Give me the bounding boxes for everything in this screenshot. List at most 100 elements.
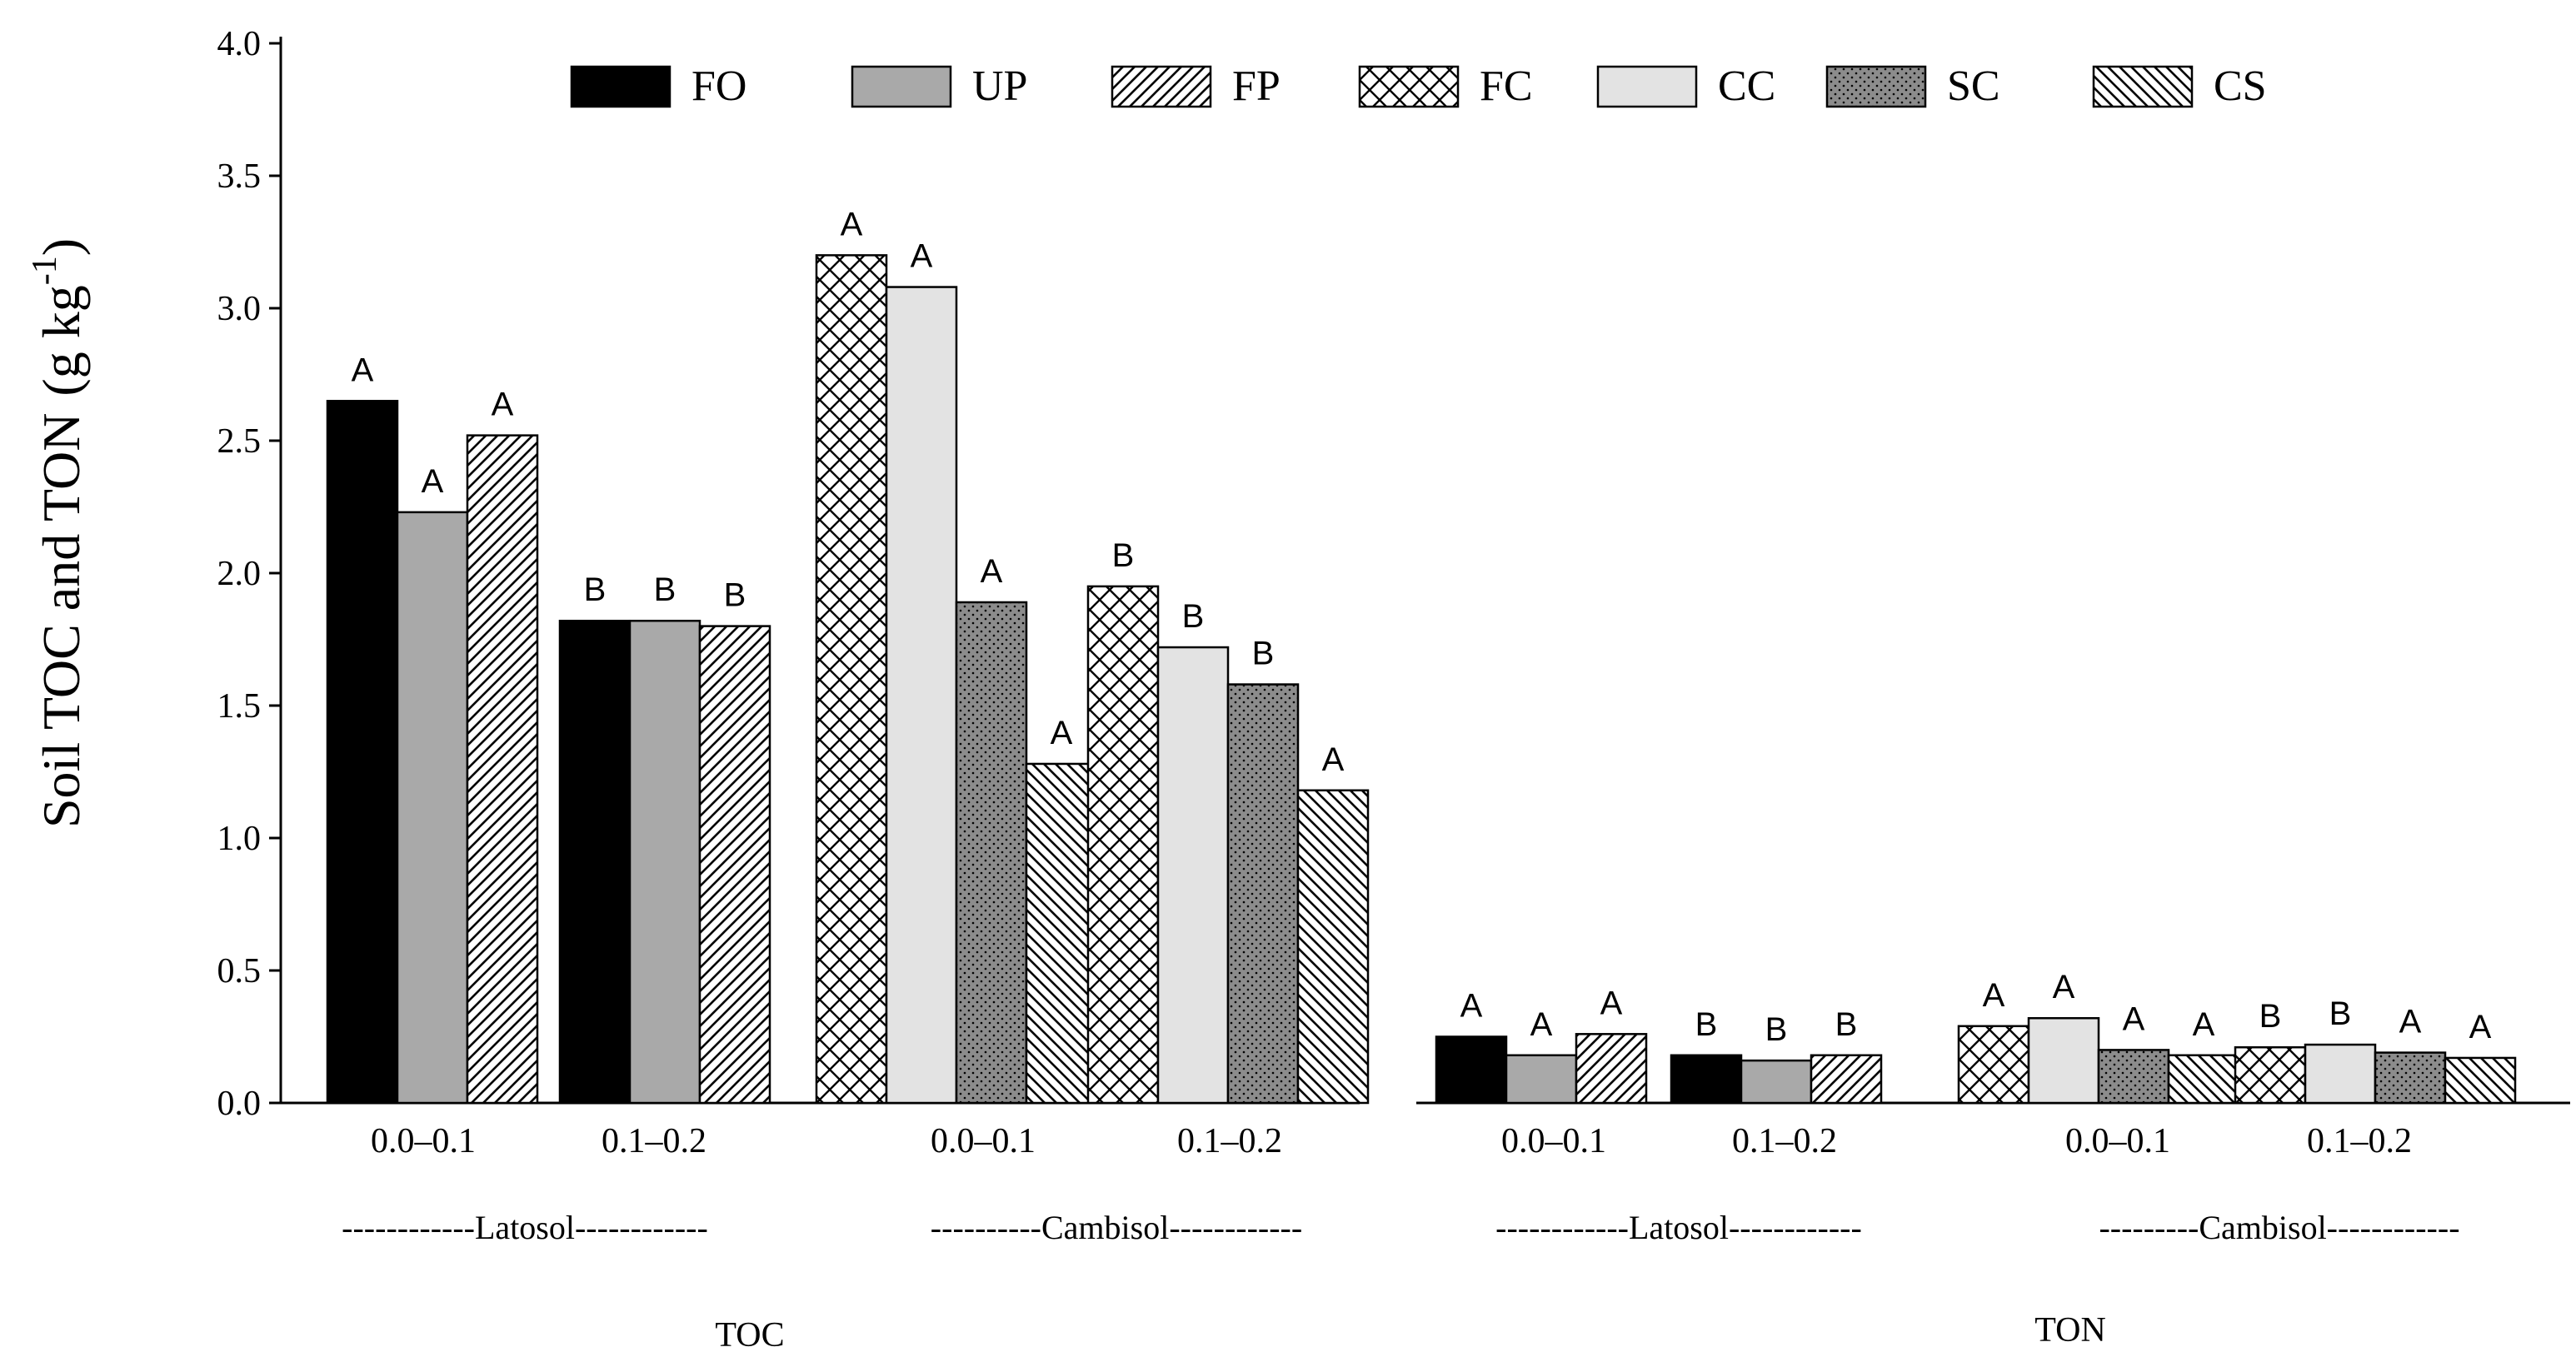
bar-fc: [2234, 1045, 2307, 1105]
significance-letter: A: [911, 238, 933, 275]
bar-up: [628, 619, 701, 1105]
significance-letter: A: [422, 463, 444, 500]
bar-cs: [2444, 1056, 2517, 1105]
significance-letter: B: [1182, 598, 1205, 635]
legend-label-fc: FC: [1480, 62, 1533, 110]
x-tick-label: 0.0–0.1: [1501, 1122, 1606, 1160]
significance-letter: A: [1051, 715, 1073, 751]
significance-letter: B: [1835, 1006, 1858, 1043]
y-tick-label: 3.0: [217, 290, 262, 328]
x-tick-label: 0.1–0.2: [2307, 1122, 2412, 1160]
soil-label-latosol-ton: ------------Latosol------------: [1495, 1209, 1862, 1246]
legend-label-fp: FP: [1232, 62, 1281, 110]
significance-letter: A: [2123, 1000, 2145, 1037]
bar-up: [1740, 1059, 1813, 1105]
panel-label-toc: TOC: [715, 1316, 784, 1355]
legend-swatch-sc: [1825, 65, 1927, 108]
significance-letter: B: [1695, 1006, 1718, 1043]
significance-letter: A: [981, 553, 1003, 590]
y-tick-label: 1.5: [217, 687, 262, 726]
significance-letter: A: [1983, 977, 2005, 1014]
y-tick-label: 0.0: [217, 1085, 262, 1123]
soil-label-latosol-toc: ------------Latosol------------: [342, 1209, 708, 1246]
bar-fc: [815, 254, 888, 1105]
bar-cs: [1296, 789, 1370, 1105]
significance-letter: B: [584, 571, 607, 608]
bar-fo: [326, 400, 399, 1105]
soil-label-cambisol-toc: ----------Cambisol------------: [931, 1209, 1302, 1246]
significance-letter: A: [2469, 1009, 2492, 1045]
legend-swatch-fp: [1111, 65, 1212, 108]
bar-fc: [1957, 1025, 2030, 1105]
bar-fc: [1086, 585, 1160, 1105]
legend-label-cc: CC: [1718, 62, 1775, 110]
bar-cc: [885, 286, 958, 1105]
significance-letter: B: [1112, 537, 1135, 574]
legend-swatch-fo: [570, 65, 671, 108]
significance-letter: B: [654, 571, 676, 608]
significance-letter: A: [2399, 1004, 2422, 1040]
bars: A A A 0.0–0.1 B B B 0.1–0.2 A A A A 0.0–0.1 B B B A 0.1–0…: [326, 206, 2517, 1160]
bar-cc: [2027, 1016, 2100, 1105]
bar-fp: [1810, 1054, 1883, 1105]
legend-swatch-fc: [1358, 65, 1460, 108]
significance-letter: B: [2329, 995, 2352, 1032]
significance-letter: A: [1600, 985, 1623, 1021]
bar-fp: [466, 434, 539, 1105]
y-tick-label: 2.5: [217, 422, 262, 461]
significance-letter: A: [2053, 969, 2075, 1005]
bar-cc: [1156, 646, 1230, 1105]
bar-sc: [2374, 1051, 2447, 1105]
bar-sc: [1226, 683, 1300, 1105]
x-tick-label: 0.1–0.2: [1732, 1122, 1837, 1160]
bar-fp: [1575, 1033, 1648, 1105]
y-tick-label: 0.5: [217, 952, 262, 990]
y-axis-label-unit: (g kg: [32, 285, 91, 396]
y-tick-label: 4.0: [217, 25, 262, 63]
y-tick-label: 2.0: [217, 555, 262, 593]
soil-label-cambisol-ton: ---------Cambisol------------: [2099, 1209, 2459, 1246]
y-axis-label: Soil TOC and TON (g kg-1): [26, 238, 91, 828]
bar-cs: [1025, 762, 1098, 1105]
legend-label-fo: FO: [691, 62, 746, 110]
significance-letter: A: [1322, 741, 1345, 778]
significance-letter: A: [841, 206, 863, 242]
significance-letter: A: [492, 387, 514, 423]
bar-fo: [1670, 1054, 1743, 1105]
significance-letter: B: [724, 577, 746, 614]
y-tick-label: 1.0: [217, 820, 262, 858]
panel-label-ton: TON: [2034, 1311, 2106, 1350]
bar-fp: [698, 625, 771, 1105]
y-axis-label-main: Soil TOC and TON: [32, 413, 91, 828]
x-tick-label: 0.1–0.2: [1177, 1122, 1282, 1160]
legend-label-sc: SC: [1947, 62, 2000, 110]
bar-cs: [2167, 1054, 2240, 1105]
x-tick-label: 0.1–0.2: [602, 1122, 706, 1160]
significance-letter: A: [2193, 1006, 2215, 1043]
legend-label-up: UP: [972, 62, 1027, 110]
x-tick-label: 0.0–0.1: [2065, 1122, 2170, 1160]
x-tick-label: 0.0–0.1: [931, 1122, 1036, 1160]
significance-letter: B: [2259, 998, 2282, 1035]
legend-swatch-cs: [2092, 65, 2194, 108]
bar-sc: [2097, 1049, 2170, 1105]
bar-up: [1505, 1054, 1578, 1105]
y-axis-label-exponent: -1: [26, 256, 64, 285]
significance-letter: A: [1460, 988, 1483, 1025]
significance-letter: B: [1252, 636, 1275, 672]
significance-letter: B: [1765, 1011, 1788, 1048]
y-axis-label-close: ): [32, 238, 91, 256]
bar-sc: [955, 601, 1028, 1105]
bar-fo: [558, 619, 632, 1105]
significance-letter: A: [1530, 1006, 1553, 1043]
legend: FO UP FP FC CC SC CS: [570, 62, 2267, 110]
bar-cc: [2304, 1043, 2377, 1105]
legend-swatch-up: [851, 65, 952, 108]
legend-swatch-cc: [1596, 65, 1698, 108]
x-tick-label: 0.0–0.1: [371, 1122, 476, 1160]
bar-fo: [1435, 1035, 1508, 1105]
legend-label-cs: CS: [2214, 62, 2267, 110]
significance-letter: A: [352, 352, 374, 388]
bar-up: [396, 511, 469, 1105]
